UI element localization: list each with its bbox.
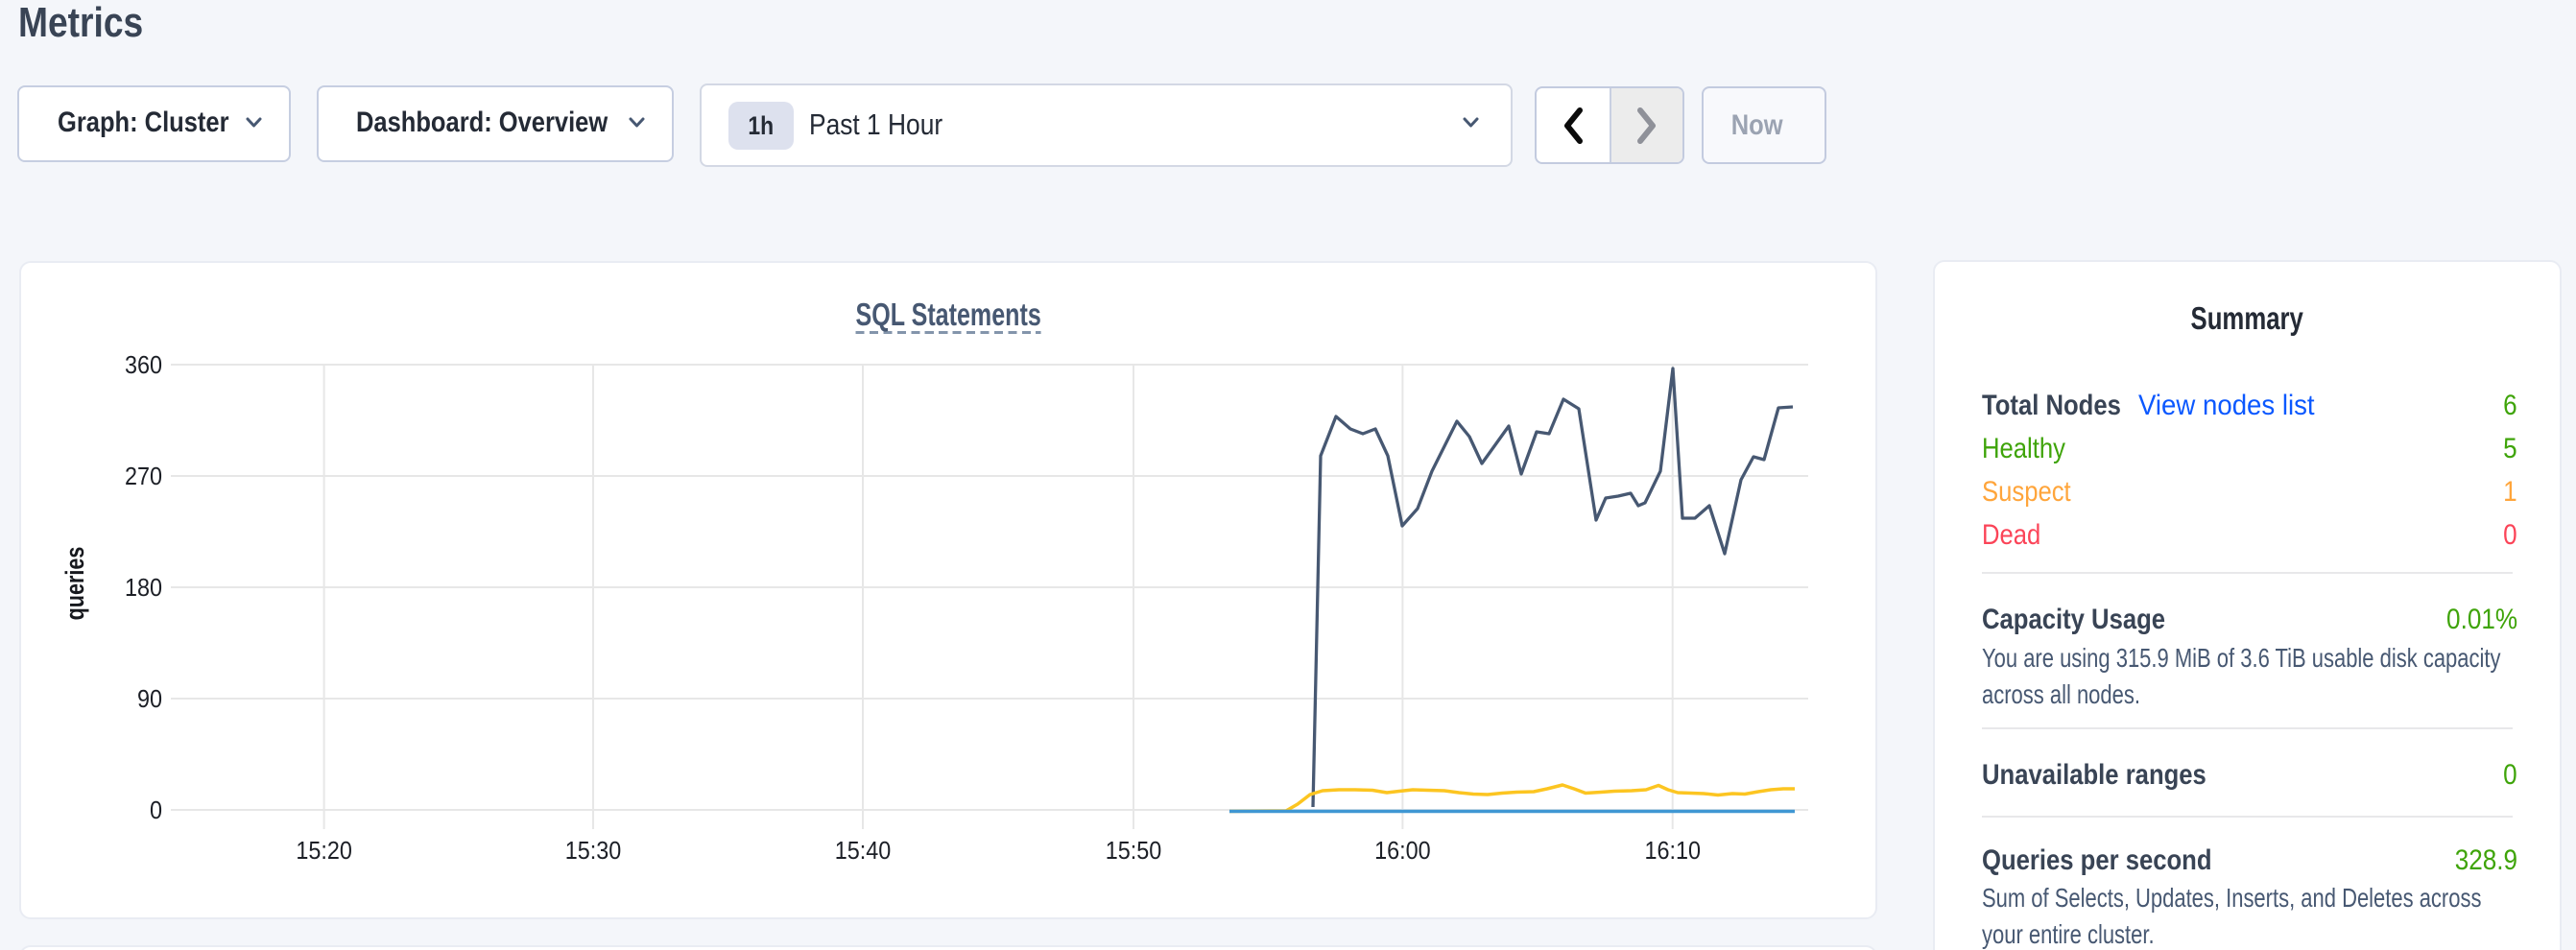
svg-text:90: 90: [137, 686, 162, 713]
svg-text:15:50: 15:50: [1106, 838, 1162, 865]
svg-text:180: 180: [125, 575, 162, 602]
svg-text:queries: queries: [61, 547, 90, 621]
svg-text:16:10: 16:10: [1644, 838, 1701, 865]
svg-text:16:00: 16:00: [1374, 838, 1431, 865]
svg-text:0: 0: [150, 797, 162, 824]
svg-text:15:40: 15:40: [835, 838, 892, 865]
svg-text:270: 270: [125, 463, 162, 490]
svg-text:360: 360: [125, 352, 162, 379]
svg-text:15:30: 15:30: [565, 838, 622, 865]
svg-text:15:20: 15:20: [296, 838, 352, 865]
